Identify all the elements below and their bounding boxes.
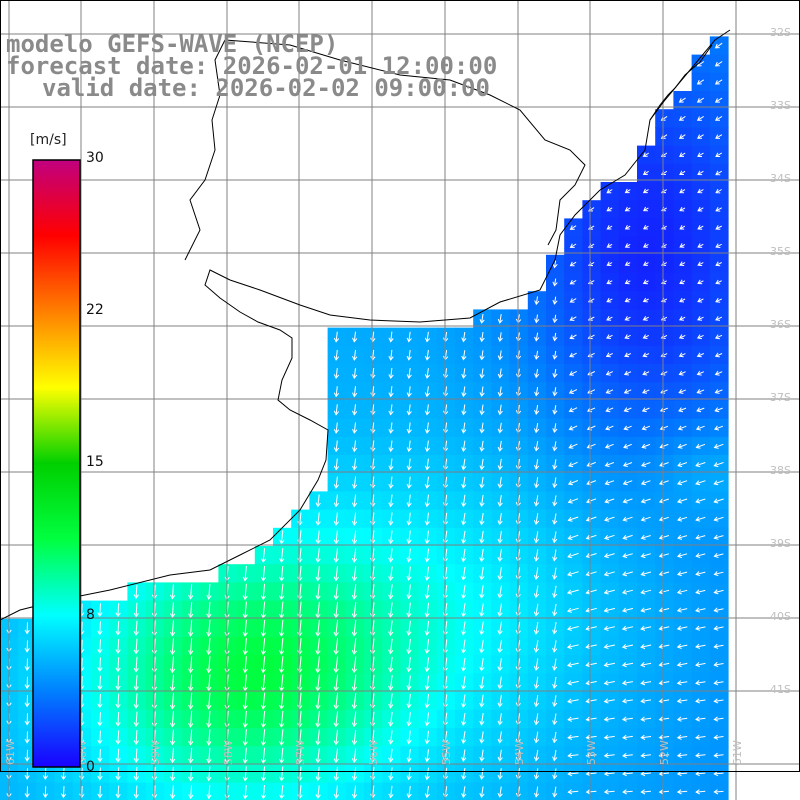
- lat-label: 34S: [770, 172, 791, 185]
- title-valid-date: valid date: 2026-02-02 09:00:00: [42, 74, 490, 102]
- lat-label: 37S: [770, 391, 791, 404]
- lon-label: 57W: [294, 740, 307, 765]
- lat-label: 39S: [770, 537, 791, 550]
- lat-label: 41S: [770, 683, 791, 696]
- colorbar: [32, 159, 81, 768]
- lon-label: 51W: [731, 740, 744, 765]
- lon-label: 61W: [4, 740, 17, 765]
- colorbar-tick-0: 0: [86, 759, 95, 775]
- coastline: [0, 29, 731, 621]
- colorbar-tick-22: 22: [86, 302, 104, 318]
- latitude-labels: 32S 33S 34S 35S 36S 37S 38S 39S 40S 41S: [770, 26, 791, 696]
- colorbar-units: [m/s]: [30, 132, 67, 148]
- lat-label: 32S: [770, 26, 791, 39]
- lat-label: 40S: [770, 610, 791, 623]
- lat-label: 35S: [770, 245, 791, 258]
- title-model: modelo GEFS-WAVE (NCEP): [6, 30, 339, 58]
- lat-label: 38S: [770, 464, 791, 477]
- lon-label: 53W: [585, 740, 598, 765]
- colorbar-tick-15: 15: [86, 454, 104, 470]
- lat-label: 36S: [770, 318, 791, 331]
- wind-speed-field: [0, 36, 729, 800]
- lat-label: 33S: [770, 99, 791, 112]
- lon-label: 54W: [513, 740, 526, 765]
- lon-label: 56W: [367, 740, 380, 765]
- lon-label: 58W: [222, 740, 235, 765]
- colorbar-tick-30: 30: [86, 150, 104, 166]
- lon-label: 55W: [440, 740, 453, 765]
- colorbar-tick-8: 8: [86, 607, 95, 623]
- title-forecast-date: forecast date: 2026-02-01 12:00:00: [6, 52, 498, 80]
- lon-label: 59W: [149, 740, 162, 765]
- lon-label: 52W: [658, 740, 671, 765]
